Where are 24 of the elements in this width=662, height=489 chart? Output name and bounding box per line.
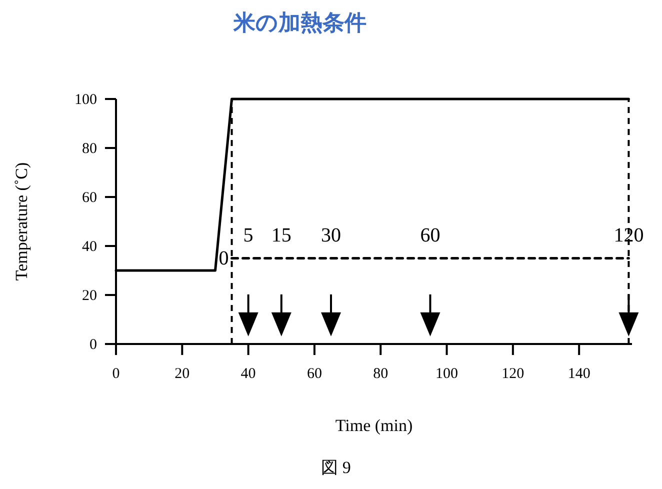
x-tick-label: 40 <box>240 366 256 382</box>
x-tick-label: 140 <box>568 366 590 382</box>
x-tick-label: 100 <box>436 366 458 382</box>
x-tick-label: 0 <box>112 366 120 382</box>
annotation: 60 <box>420 224 440 246</box>
x-tick-label: 20 <box>174 366 190 382</box>
y-tick-label: 40 <box>82 239 97 255</box>
y-tick-label: 0 <box>90 337 97 353</box>
x-axis-title: Time (min) <box>335 416 413 435</box>
y-tick-label: 80 <box>82 141 97 157</box>
annotation: 120 <box>614 224 644 246</box>
annotation: 5 <box>243 224 254 246</box>
x-tick-label: 80 <box>373 366 388 382</box>
y-tick-label: 20 <box>82 288 97 304</box>
x-tick-label: 60 <box>306 366 322 382</box>
caption: 図 9 <box>321 458 351 477</box>
y-tick-label: 60 <box>82 190 97 206</box>
annotation: 30 <box>321 224 341 246</box>
annotation: 15 <box>271 224 292 246</box>
annotation: 0 <box>218 247 229 270</box>
x-tick-label: 120 <box>502 366 524 382</box>
chart-title: 米の加熱条件 <box>232 11 366 36</box>
y-tick-label: 100 <box>74 92 97 108</box>
y-axis-title: Temperature (˚C) <box>12 162 31 281</box>
